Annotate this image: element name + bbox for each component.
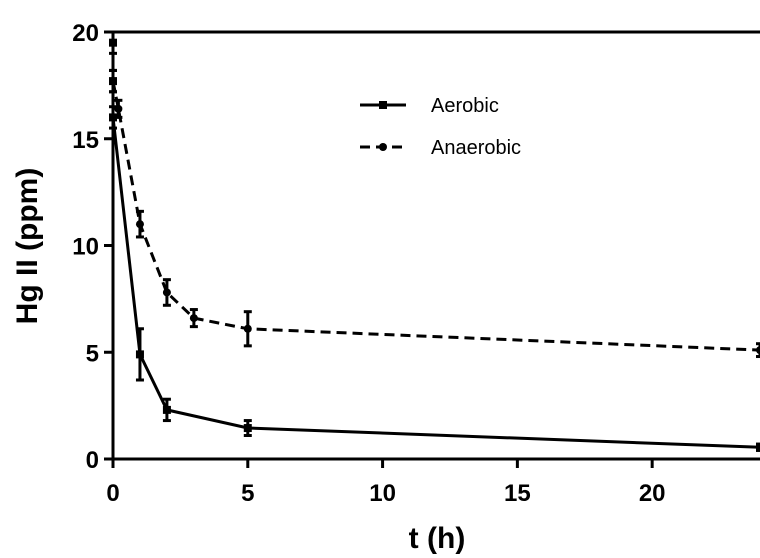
data-point-anaerobic [135, 220, 144, 229]
x-tick-label: 5 [241, 480, 254, 507]
x-axis-title: t (h) [409, 522, 466, 555]
x-tick-label: 15 [504, 480, 531, 507]
axes-layer: 0 5 10 15 20 0 5 10 15 20 [72, 20, 760, 507]
data-point-anaerobic [243, 324, 252, 333]
y-tick-label: 15 [72, 127, 99, 154]
series-line-anaerobic [111, 80, 760, 352]
legend-label: Anaerobic [431, 137, 521, 159]
y-tick-label: 10 [72, 234, 99, 261]
error-bar-anaerobic [756, 342, 760, 359]
x-tick-label: 10 [369, 480, 396, 507]
legend-label: Aerobic [431, 95, 499, 117]
y-axis-title: Hg II (ppm) [11, 168, 44, 325]
legend: Aerobic Anaerobic [360, 95, 521, 159]
data-point-anaerobic [109, 77, 117, 86]
data-point-aerobic [109, 38, 117, 47]
data-point-anaerobic [756, 346, 760, 355]
series-layer [109, 30, 760, 452]
data-point-aerobic [109, 113, 117, 122]
y-tick-label: 5 [86, 340, 99, 367]
x-tick-label: 20 [639, 480, 666, 507]
y-tick-label: 0 [86, 447, 99, 474]
x-tick-label: 0 [106, 480, 119, 507]
series-anaerobic [109, 68, 760, 359]
legend-item-anaerobic: Anaerobic [360, 137, 521, 159]
data-point-aerobic [135, 350, 144, 359]
data-point-aerobic [243, 424, 252, 433]
y-tick-label: 20 [72, 20, 99, 47]
data-point-anaerobic [162, 288, 171, 297]
data-point-aerobic [162, 405, 171, 414]
data-point-anaerobic [189, 314, 198, 323]
legend-item-aerobic: Aerobic [360, 95, 499, 117]
legend-marker [379, 101, 387, 109]
data-point-aerobic [756, 443, 760, 452]
data-point-anaerobic [114, 104, 123, 113]
legend-marker [379, 143, 387, 151]
